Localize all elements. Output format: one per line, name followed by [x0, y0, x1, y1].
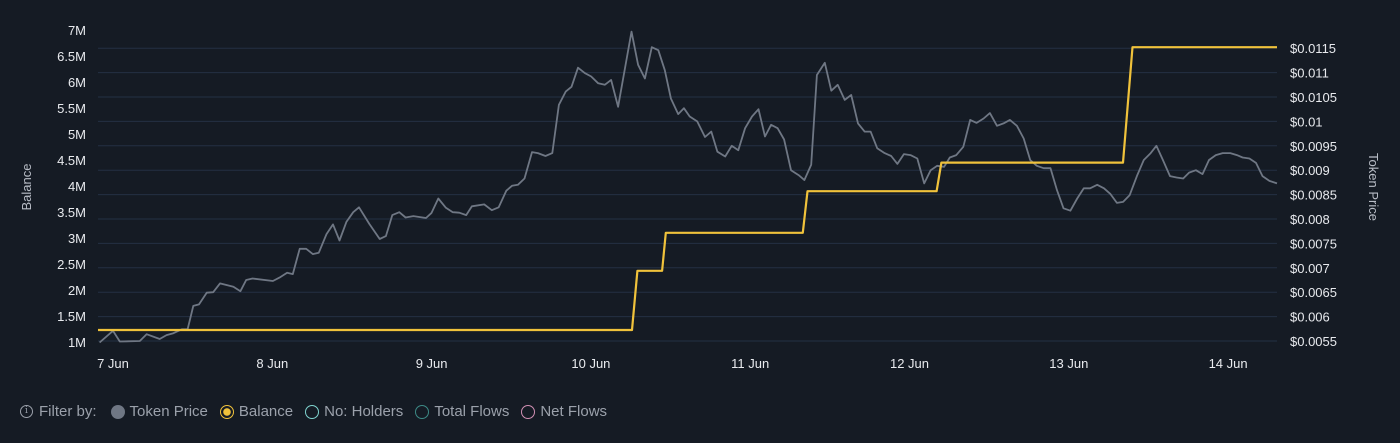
right-tick-label: $0.006	[1290, 310, 1330, 325]
legend-label: Net Flows	[540, 403, 608, 420]
x-tick-label: 14 Jun	[1209, 356, 1248, 371]
legend-item-net-flows[interactable]: Net Flows	[521, 403, 607, 420]
right-tick-label: $0.0065	[1290, 285, 1337, 300]
left-tick-label: 4M	[68, 179, 86, 194]
token-price-line	[99, 30, 1278, 344]
right-tick-label: $0.01	[1290, 114, 1323, 129]
left-tick-label: 2M	[68, 283, 86, 298]
legend-label: No: Holders	[324, 403, 404, 420]
info-icon[interactable]: i	[20, 405, 33, 418]
left-tick-label: 4.5M	[57, 153, 86, 168]
left-axis-title: Balance	[19, 164, 34, 211]
balance-line	[98, 46, 1277, 332]
left-axis-ticks: 7M 6.5M 6M 5.5M 5M 4.5M 4M 3.5M 3M 2.5M 2M 1.5M 1M	[57, 23, 86, 350]
x-tick-label: 9 Jun	[416, 356, 448, 371]
legend-label: Balance	[238, 403, 294, 420]
right-tick-label: $0.0095	[1290, 139, 1337, 154]
left-tick-label: 3.5M	[57, 205, 86, 220]
right-tick-label: $0.0115	[1290, 41, 1336, 56]
left-tick-label: 6M	[68, 75, 86, 90]
legend-item-no-holders[interactable]: No: Holders	[305, 403, 403, 420]
right-tick-label: $0.008	[1290, 212, 1330, 227]
legend-item-total-flows[interactable]: Total Flows	[415, 403, 509, 420]
x-tick-label: 13 Jun	[1049, 356, 1088, 371]
right-tick-label: $0.009	[1290, 163, 1330, 178]
legend-dot-icon	[219, 404, 234, 419]
right-axis-ticks: $0.0115 $0.011 $0.0105 $0.01 $0.0095 $0.009 $0…	[1290, 41, 1337, 349]
left-tick-label: 2.5M	[57, 257, 86, 272]
x-axis-ticks: 7 Jun 8 Jun 9 Jun 10 Jun 11 Jun 12 Jun 13 Jun 1…	[97, 356, 1248, 371]
legend-dot-icon	[110, 404, 125, 419]
right-tick-label: $0.0085	[1290, 188, 1337, 203]
left-tick-label: 5M	[68, 127, 86, 142]
left-tick-label: 1.5M	[57, 309, 86, 324]
legend-dot-icon	[415, 404, 430, 419]
legend-label: Total Flows	[434, 403, 510, 420]
legend: i Filter by: Token Price Balance No: Holde…	[20, 403, 619, 420]
left-tick-label: 1M	[68, 335, 86, 350]
right-tick-label: $0.0105	[1290, 90, 1337, 105]
filter-label: Filter by:	[39, 403, 97, 420]
legend-item-balance[interactable]: Balance	[219, 403, 294, 420]
grid-lines	[98, 47, 1277, 342]
right-tick-label: $0.0075	[1290, 236, 1337, 251]
left-tick-label: 5.5M	[57, 101, 86, 116]
left-tick-label: 3M	[68, 231, 86, 246]
left-tick-label: 7M	[68, 23, 86, 38]
x-tick-label: 7 Jun	[97, 356, 129, 371]
right-tick-label: $0.011	[1290, 66, 1329, 81]
right-tick-label: $0.0055	[1290, 334, 1337, 349]
right-axis-title: Token Price	[1366, 153, 1381, 221]
left-tick-label: 6.5M	[57, 49, 86, 64]
legend-dot-icon	[305, 404, 320, 419]
legend-item-token-price[interactable]: Token Price	[110, 403, 208, 420]
right-tick-label: $0.007	[1290, 261, 1330, 276]
x-tick-label: 11 Jun	[731, 356, 769, 371]
x-tick-label: 12 Jun	[890, 356, 929, 371]
x-tick-label: 10 Jun	[571, 356, 610, 371]
series-lines	[98, 30, 1278, 344]
legend-dot-icon	[521, 404, 536, 419]
legend-label: Token Price	[129, 403, 208, 420]
x-tick-label: 8 Jun	[256, 356, 288, 371]
